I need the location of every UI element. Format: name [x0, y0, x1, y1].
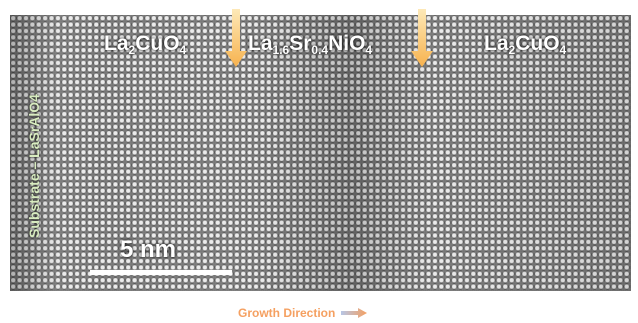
growth-direction-label: Growth Direction: [238, 306, 336, 320]
growth-direction: Growth Direction: [238, 306, 368, 320]
scale-bar: [90, 270, 232, 275]
scale-bar-label: 5 nm: [120, 236, 177, 263]
layer-label-la1.6sr0.4nio4: La1.6Sr0.4NiO4: [248, 32, 373, 57]
substrate-label: Substrate – LaSrAlO4: [26, 94, 42, 238]
down-arrow-icon: [225, 9, 247, 67]
right-arrow-icon: [341, 308, 368, 318]
layer-label-la2cuo4-left: La2CuO4: [104, 32, 187, 57]
stem-micrograph: [10, 15, 631, 291]
down-arrow-icon: [411, 9, 433, 67]
layer-label-la2cuo4-right: La2CuO4: [484, 32, 567, 57]
